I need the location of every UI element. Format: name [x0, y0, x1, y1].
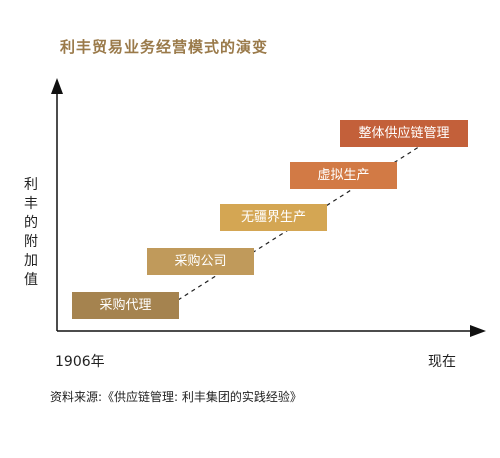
stage-2: 采购公司: [147, 248, 254, 275]
y-axis-label: 利丰的附加值: [24, 177, 38, 288]
stage-4: 虚拟生产: [290, 162, 397, 189]
source-note: 资料来源:《供应链管理: 利丰集团的实践经验》: [50, 390, 302, 404]
stage-5: 整体供应链管理: [340, 120, 468, 147]
x-axis-arrow: [470, 325, 486, 337]
stage-3: 无疆界生产: [220, 204, 327, 231]
stage-1: 采购代理: [72, 292, 179, 319]
diagram-title: 利丰贸易业务经营模式的演变: [60, 38, 269, 56]
y-axis-arrow: [51, 78, 63, 94]
x-axis-end-label: 现在: [428, 354, 456, 370]
x-axis-start-label: 1906年: [55, 354, 105, 370]
